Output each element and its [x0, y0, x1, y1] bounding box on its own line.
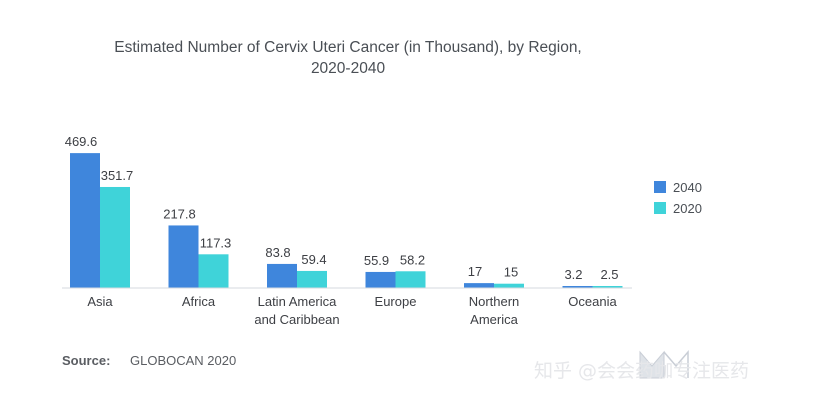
category-label: Asia [87, 294, 113, 309]
source-value: GLOBOCAN 2020 [130, 353, 236, 368]
data-label: 217.8 [163, 206, 196, 221]
legend-label: 2040 [673, 180, 702, 195]
data-label: 2.5 [600, 267, 618, 282]
bar-2020-1 [198, 254, 229, 288]
source-note: Source: GLOBOCAN 2020 [62, 353, 236, 368]
data-label: 58.2 [400, 252, 425, 267]
chart-title: Estimated Number of Cervix Uteri Cancer … [114, 39, 582, 77]
category-label: and Caribbean [254, 312, 339, 327]
legend: 2040 2020 [654, 180, 702, 216]
data-label: 17 [468, 264, 482, 279]
data-label: 117.3 [200, 235, 232, 250]
bar-2040-5 [562, 286, 593, 288]
data-label: 15 [504, 265, 518, 280]
category-label: Europe [375, 294, 417, 309]
category-label: Northern [469, 294, 520, 309]
watermark-text: 知乎 @会会药咖专注医药 [534, 360, 749, 382]
source-label: Source: [62, 353, 110, 368]
bars: 469.6 351.7 217.8 117.3 83.8 59.4 55.9 58.2 17 15… [65, 134, 623, 288]
watermark-logo [639, 349, 689, 379]
category-labels: Asia Africa Latin America and Caribbean Euro… [87, 294, 617, 327]
bar-2020-5 [592, 286, 623, 288]
bar-2020-0 [100, 186, 130, 288]
category-label: Oceania [568, 294, 617, 309]
data-label: 83.8 [265, 245, 290, 260]
category-label: Latin America [258, 294, 338, 309]
data-label: 469.6 [65, 134, 98, 149]
legend-swatch [654, 181, 666, 193]
bar-2040-3 [365, 271, 396, 288]
bar-2040-0 [70, 153, 100, 288]
data-label: 55.9 [364, 253, 389, 268]
chart-title-line: 2020-2040 [311, 60, 386, 77]
bar-2020-3 [395, 271, 426, 288]
data-label: 59.4 [301, 252, 326, 267]
legend-swatch [654, 202, 666, 214]
category-label: America [470, 312, 518, 327]
legend-label: 2020 [673, 201, 702, 216]
bar-2040-2 [267, 263, 297, 288]
watermark: 知乎 @会会药咖专注医药 [534, 349, 749, 382]
bar-2020-2 [297, 270, 327, 288]
bar-2040-1 [168, 225, 199, 288]
data-label: 3.2 [564, 267, 582, 282]
bar-2020-4 [494, 283, 524, 288]
chart-title-line: Estimated Number of Cervix Uteri Cancer … [114, 39, 582, 56]
category-label: Africa [182, 294, 216, 309]
data-label: 351.7 [101, 168, 134, 183]
bar-2040-4 [464, 283, 494, 288]
